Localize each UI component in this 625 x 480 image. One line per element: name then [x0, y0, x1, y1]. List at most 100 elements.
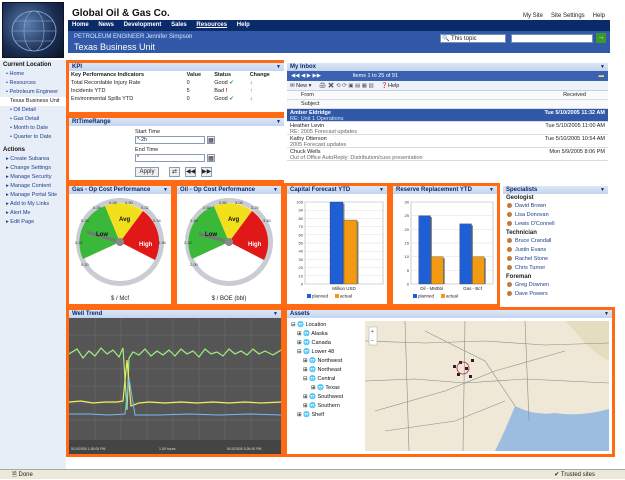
specialist-link[interactable]: Chris Turner [503, 264, 608, 273]
kpi-col-name: Key Performance Indicators [71, 72, 145, 78]
sidebar-item-petroleum-engineer[interactable]: • Petroleum Engineer [6, 89, 59, 95]
panel-menu-icon[interactable]: ▼ [276, 119, 281, 125]
action-add-to-my-links[interactable]: ▸ Add to My Links [6, 201, 50, 207]
search-scope-select[interactable]: This topic [440, 34, 506, 43]
list-item[interactable]: Kathy Otterson 2005 Forecast updates Tue… [287, 135, 608, 148]
panel-menu-icon[interactable]: ▼ [276, 64, 281, 70]
tree-node-northeast[interactable]: ⊞ 🌐 Northeast [303, 367, 342, 373]
action-manage-security[interactable]: ▸ Manage Security [6, 174, 52, 180]
calendar-icon[interactable]: ▦ [207, 154, 215, 162]
sidebar-item-month-to-date[interactable]: • Month to Date [10, 125, 49, 131]
nav-news[interactable]: News [98, 22, 115, 28]
kpi-col-change: Change [249, 72, 270, 78]
timerange-panel-header: RtTimeRange ▼ [69, 118, 284, 126]
toolbar-icons[interactable]: 🖨 ✖ ⟲ ⟳ ▣ ▤ ▦ ▥ [318, 83, 374, 89]
inbox-col-from[interactable]: From Received [287, 91, 608, 100]
kpi-panel-header: KPI ▼ [69, 63, 284, 71]
sidebar-item-oil-detail[interactable]: • Oil Detail [10, 107, 36, 113]
sidebar-item-gas-detail[interactable]: • Gas Detail [10, 116, 40, 122]
specialist-link[interactable]: Lewis O'Connell [503, 220, 608, 229]
action-edit-page[interactable]: ▸ Edit Page [6, 219, 35, 225]
specialist-link[interactable]: Dave Powers [503, 290, 608, 299]
x-tick-label: Oil - MMbbl [420, 286, 443, 291]
tree-node-northwest[interactable]: ⊞ 🌐 Northwest [303, 358, 343, 364]
status-check-icon: ✔ [229, 80, 234, 86]
y-tick-label: 80 [299, 216, 304, 221]
action-alert-me[interactable]: ▸ Alert Me [6, 210, 31, 216]
svg-text:+: + [371, 329, 374, 335]
tree-node-lower-48[interactable]: ⊟ 🌐 Lower 48 [297, 349, 335, 355]
asset-tree: ⊟ 🌐 Location ⊞ 🌐 Alaska ⊞ 🌐 Canada ⊟ 🌐 L… [291, 321, 363, 420]
actions-heading: Actions [3, 147, 26, 153]
tree-node-canada[interactable]: ⊞ 🌐 Canada [297, 340, 331, 346]
site-settings-link[interactable]: Site Settings [550, 13, 585, 19]
nav-development[interactable]: Development [123, 22, 162, 28]
first-page-icon[interactable]: ◀◀ ◀ ▶ ▶▶ [291, 73, 321, 79]
folder-icon[interactable]: ▬ [598, 73, 605, 79]
gauge-tick: 0.34 [153, 218, 162, 223]
nav-resources[interactable]: Resources [196, 22, 228, 28]
new-mail-button[interactable]: ✉ New ▾ [290, 83, 312, 89]
gauge-tick: 2.40 [190, 218, 199, 223]
inbox-item-count: Items 1 to 25 of 91 [352, 73, 399, 79]
panel-menu-icon[interactable]: ▼ [604, 311, 609, 317]
apply-button[interactable]: Apply [135, 167, 159, 177]
tree-node-southern[interactable]: ⊞ 🌐 Southern [303, 403, 340, 409]
table-row: Total Recordable Injury Rate 0 Good ✔ ↓ [69, 79, 284, 87]
oil-gauge-panel: Oil - Op Cost Performance ▼ Low Avg High … [174, 183, 284, 307]
asset-map[interactable]: +− [365, 321, 609, 451]
gauge-tick: 0.36 [158, 240, 167, 245]
sidebar-item-home[interactable]: • Home [6, 71, 25, 77]
panel-menu-icon[interactable]: ▼ [273, 187, 278, 193]
panel-menu-icon[interactable]: ▼ [163, 187, 168, 193]
list-item[interactable]: Amber Eldridge RE: Unit 1 Operations Tue… [287, 109, 608, 122]
specialist-link[interactable]: David Brown [503, 202, 608, 211]
list-item[interactable]: Heather Levin RE: 2005 Forecast updates … [287, 122, 608, 135]
tree-node-southwest[interactable]: ⊞ 🌐 Southwest [303, 394, 344, 400]
panel-menu-icon[interactable]: ▼ [273, 311, 278, 317]
gauge-tick: 3.20 [251, 205, 260, 210]
end-time-input[interactable]: * [135, 154, 205, 162]
specialist-link[interactable]: Greg Downen [503, 281, 608, 290]
search-input[interactable] [511, 34, 593, 43]
table-row: Incidents YTD 5 Bad ! ↑ [69, 87, 284, 95]
panel-menu-icon[interactable]: ▼ [489, 187, 494, 193]
nav-help[interactable]: Help [236, 22, 250, 28]
inbox-col-received[interactable]: Received [563, 92, 586, 98]
specialist-link[interactable]: Justin Evans [503, 246, 608, 255]
help-link[interactable]: Help [592, 13, 605, 19]
search-go-button[interactable]: → [596, 33, 606, 43]
legend-label: actual [446, 294, 458, 299]
specialist-link[interactable]: Lisa Donovan [503, 211, 608, 220]
list-item[interactable]: Chuck Wells Out of Office AutoReply: Dis… [287, 148, 608, 161]
action-manage-portal-site[interactable]: ▸ Manage Portal Site [6, 192, 58, 198]
my-site-link[interactable]: My Site [522, 13, 543, 19]
tree-node-location[interactable]: ⊟ 🌐 Location [291, 322, 327, 328]
nav-home[interactable]: Home [72, 22, 89, 28]
sidebar-item-quarter-to-date[interactable]: • Quarter to Date [10, 134, 52, 140]
nav-sales[interactable]: Sales [171, 22, 187, 28]
help-button[interactable]: ❓Help [381, 83, 400, 89]
tree-node-alaska[interactable]: ⊞ 🌐 Alaska [297, 331, 328, 337]
swap-icon[interactable]: ⇄ [169, 167, 180, 177]
start-time-input[interactable]: *-2h [135, 136, 205, 144]
tree-node-texas[interactable]: ⊞ 🌐 Texas [311, 385, 340, 391]
specialist-link[interactable]: Bruce Crandall [503, 237, 608, 246]
specialist-link[interactable]: Rachel Stone [503, 255, 608, 264]
inbox-panel-header: My Inbox ▼ [287, 63, 608, 71]
action-create-subarea[interactable]: ▸ Create Subarea [6, 156, 50, 162]
panel-menu-icon[interactable]: ▼ [600, 187, 605, 193]
calendar-icon[interactable]: ▦ [207, 136, 215, 144]
panel-menu-icon[interactable]: ▼ [600, 64, 605, 70]
panel-menu-icon[interactable]: ▼ [379, 187, 384, 193]
rewind-icon[interactable]: ◀◀ [185, 167, 196, 177]
action-manage-content[interactable]: ▸ Manage Content [6, 183, 51, 189]
tree-node-central[interactable]: ⊟ 🌐 Central [303, 376, 336, 382]
sidebar-item-texas-business-unit[interactable]: Texas Business Unit [0, 97, 66, 106]
sidebar-item-resources[interactable]: • Resources [6, 80, 36, 86]
well-x-mid: 1.00 hours [159, 447, 176, 451]
forward-icon[interactable]: ▶▶ [201, 167, 212, 177]
tree-node-shelf[interactable]: ⊞ 🌐 Shelf [297, 412, 325, 418]
inbox-col-subject[interactable]: Subject [287, 100, 608, 109]
action-change-settings[interactable]: ▸ Change Settings [6, 165, 51, 171]
